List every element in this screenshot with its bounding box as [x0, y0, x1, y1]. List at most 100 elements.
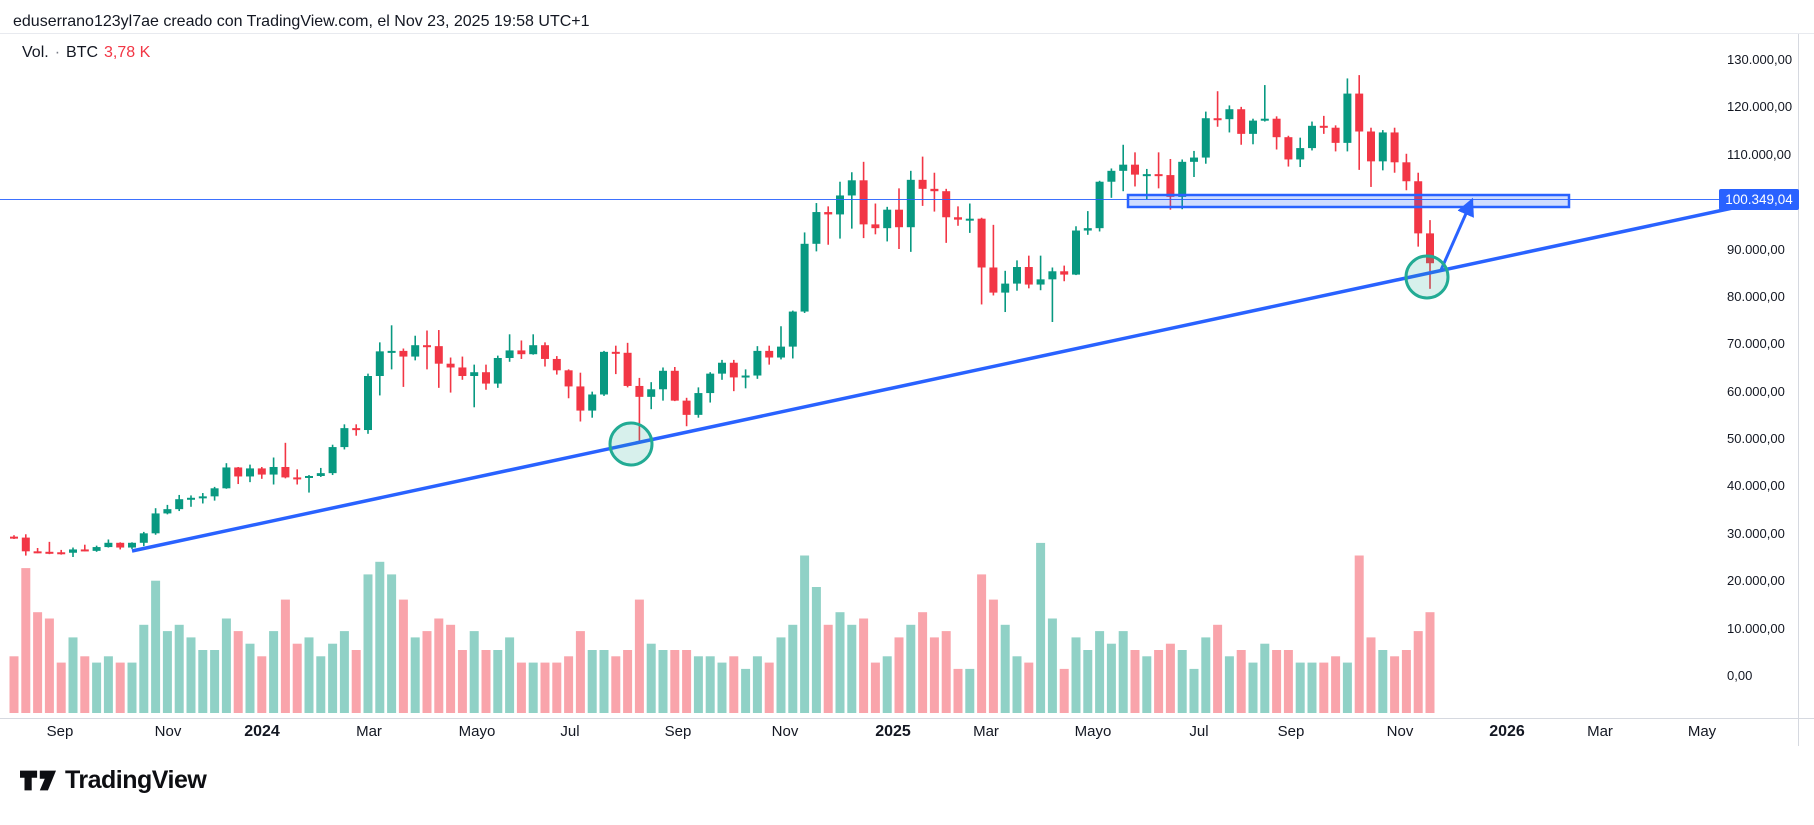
volume-bar [788, 624, 798, 713]
volume-bar [505, 637, 515, 713]
volume-bar [1307, 662, 1317, 713]
time-axis-year-label: 2026 [1489, 723, 1525, 740]
candle-body [1201, 118, 1210, 158]
volume-bar [776, 637, 786, 713]
candle-body [257, 468, 266, 475]
volume-bar [1425, 612, 1435, 713]
candle-body [529, 345, 538, 355]
volume-bar [693, 656, 703, 713]
volume-bar [1354, 555, 1364, 713]
candle-body [198, 496, 207, 499]
tradingview-logo[interactable]: TradingView [20, 766, 207, 795]
candle-body [623, 352, 632, 386]
trendline-drawing[interactable] [131, 204, 1743, 553]
candle-body [1119, 164, 1128, 171]
time-axis-month-label: Nov [154, 723, 182, 740]
volume-bar [1378, 650, 1388, 713]
volume-legend[interactable]: Vol. · BTC 3,78 K [22, 44, 150, 62]
time-axis-month-label: Mayo [458, 723, 496, 740]
circle-drawing[interactable] [1404, 254, 1450, 300]
candle-body [552, 358, 561, 371]
hline-price-label[interactable]: 100.349,04 [1719, 188, 1799, 210]
price-axis-label: 70.000,00 [1727, 336, 1785, 352]
candle-body [1095, 181, 1104, 229]
price-axis-label: 50.000,00 [1727, 431, 1785, 447]
volume-bar [457, 650, 467, 713]
candle-body [1131, 164, 1139, 175]
volume-bar [1083, 650, 1093, 713]
time-axis[interactable]: Sep Nov 2024 Mar Mayo Jul Sep Nov 2025 Mar Mayo Jul… [0, 719, 1814, 749]
candle-body [387, 350, 396, 353]
price-axis[interactable]: 130.000,00 120.000,00 110.000,00 90.000,00 8… [1720, 34, 1814, 718]
candle-body [670, 370, 679, 401]
volume-bar [1390, 656, 1400, 713]
candle-body [222, 467, 231, 489]
volume-bar [1401, 650, 1411, 713]
arrow-drawing[interactable] [1439, 197, 1474, 271]
volume-bar [575, 631, 585, 713]
candle-body [1166, 175, 1175, 197]
volume-bar [269, 631, 279, 713]
volume-value: 3,78 K [104, 44, 151, 61]
volume-bar [351, 650, 361, 713]
time-axis-month-label: Mar [973, 723, 999, 740]
candle-body [1107, 170, 1116, 182]
candle-body [505, 350, 514, 358]
candle-body [470, 372, 479, 377]
candle-body [45, 551, 54, 554]
candle-body [1178, 161, 1187, 197]
candle-body [340, 428, 349, 448]
candle-body [104, 542, 113, 548]
volume-bar [1319, 662, 1329, 713]
volume-bar [717, 662, 727, 713]
volume-bar [434, 618, 444, 713]
time-axis-month-label: Nov [771, 723, 799, 740]
candle-body [1284, 137, 1293, 160]
volume-bar [1118, 631, 1128, 713]
candle-body [777, 346, 785, 358]
candle-body [246, 468, 254, 477]
volume-layer [9, 542, 1435, 713]
candle-body [446, 363, 455, 368]
candle-body [942, 191, 951, 218]
volume-bar [1260, 643, 1270, 713]
price-chart-canvas[interactable] [0, 34, 1814, 718]
circle-drawing[interactable] [608, 421, 654, 467]
candle-body [965, 218, 974, 221]
volume-bar [1189, 668, 1199, 713]
rectangle-drawing[interactable] [1126, 193, 1571, 209]
candle-body [1331, 127, 1340, 143]
candle-body [1154, 174, 1163, 177]
candle-body [139, 533, 148, 543]
price-axis-label: 80.000,00 [1727, 288, 1785, 304]
candle-body [635, 385, 644, 397]
volume-bar [292, 643, 302, 713]
volume-bar [80, 656, 90, 713]
candle-body [659, 370, 667, 390]
chart-pane[interactable]: Vol. · BTC 3,78 K 130.000,00 120.000,00 11… [0, 34, 1814, 718]
volume-bar [210, 650, 220, 713]
candle-body [21, 537, 30, 552]
candle-body [1426, 233, 1434, 264]
volume-bar [540, 662, 550, 713]
candle-body [1060, 271, 1069, 275]
candle-body [1072, 230, 1080, 275]
symbol-label: BTC [66, 44, 99, 61]
price-axis-label: 20.000,00 [1727, 573, 1785, 589]
candle-body [989, 267, 998, 293]
volume-bar [835, 612, 845, 713]
volume-bar [139, 624, 149, 713]
volume-bar [33, 612, 43, 713]
candle-body [1024, 267, 1033, 285]
volume-bar [1236, 650, 1246, 713]
candle-body [10, 536, 18, 539]
candle-body [151, 513, 160, 534]
candle-body [423, 345, 431, 348]
volume-bar [1012, 656, 1022, 713]
volume-bar [894, 637, 904, 713]
candle-body [729, 362, 738, 378]
candle-body [812, 212, 821, 244]
volume-bar [658, 650, 668, 713]
volume-bar [328, 643, 338, 713]
volume-bar [44, 618, 54, 713]
